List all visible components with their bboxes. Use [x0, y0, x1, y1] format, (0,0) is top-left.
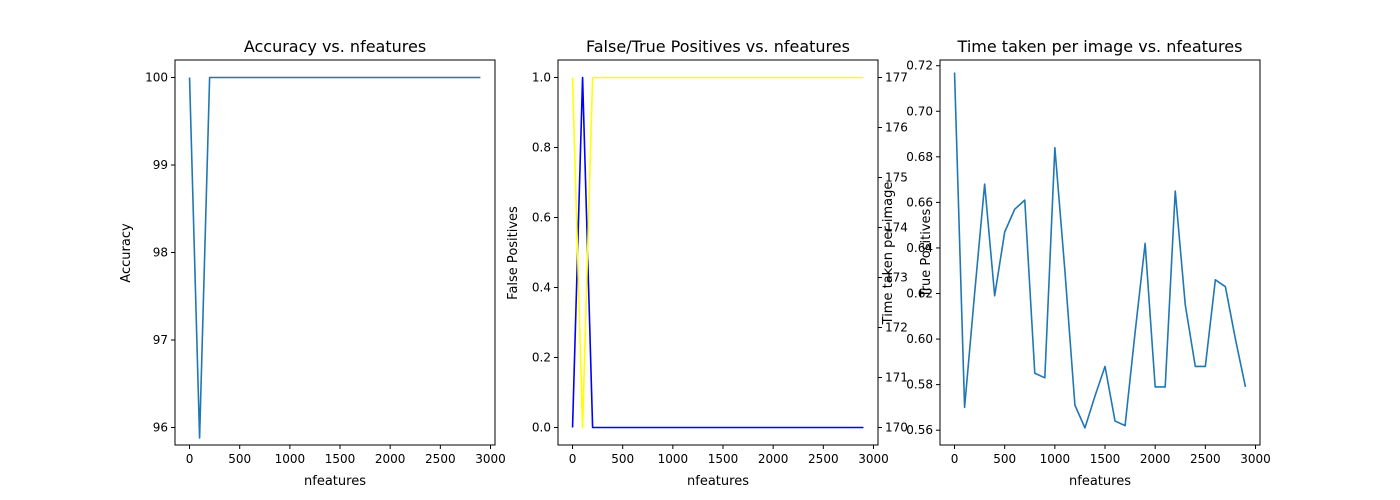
positives-chart-title: False/True Positives vs. nfeatures — [586, 37, 850, 56]
accuracy-axes-frame — [174, 59, 496, 446]
time-y-tick-label: 0.64 — [906, 241, 933, 255]
accuracy-y-tick-label: 96 — [153, 421, 168, 435]
time-axis-label-overlap: Time taken per image — [881, 182, 896, 326]
time-y-tick-label: 0.60 — [906, 332, 933, 346]
time-x-tick-label: 500 — [993, 452, 1016, 466]
time-x-tick-label: 0 — [951, 452, 959, 466]
time-x-tick-label: 1000 — [1040, 452, 1071, 466]
positives-series-0-line — [571, 76, 864, 429]
positives-x-tick-label: 2000 — [758, 452, 789, 466]
time-y-tick-label: 0.70 — [906, 104, 933, 118]
time-plot-layer: 0 500 1000 1500 2000 2500 3000 0.56 0.58 0.60 0.62… — [906, 59, 1270, 466]
time-x-tick-label: 1500 — [1090, 452, 1121, 466]
time-y-tick-label: 0.56 — [906, 423, 933, 437]
positives-y-tick-label: 0.6 — [532, 211, 551, 225]
positives-x-tick-label: 1000 — [658, 452, 689, 466]
accuracy-x-axis-label: nfeatures — [304, 474, 366, 489]
accuracy-x-tick-label: 0 — [186, 452, 194, 466]
time-series-0-line — [953, 72, 1247, 429]
positives-left-y-axis-label: False Positives — [506, 206, 521, 300]
time-x-tick-label: 2000 — [1140, 452, 1171, 466]
time-y-tick-label: 0.62 — [906, 287, 933, 301]
accuracy-x-tick-label: 2000 — [375, 452, 406, 466]
accuracy-y-tick-label: 99 — [153, 158, 168, 172]
positives-right-y-tick-label: 175 — [885, 171, 908, 185]
time-y-tick-label: 0.66 — [906, 195, 933, 209]
positives-x-tick-label: 500 — [611, 452, 634, 466]
positives-right-y-tick-label: 172 — [885, 321, 908, 335]
positives-x-tick-label: 2500 — [808, 452, 839, 466]
positives-axes-frame — [557, 59, 879, 446]
positives-x-tick-label: 3000 — [858, 452, 889, 466]
positives-y-tick-label: 0.0 — [532, 421, 551, 435]
positives-x-tick-label: 0 — [569, 452, 577, 466]
positives-right-y-tick-label: 177 — [885, 71, 908, 85]
time-y-tick-label: 0.68 — [906, 150, 933, 164]
accuracy-y-axis-label: Accuracy — [119, 223, 134, 283]
positives-y-tick-label: 0.4 — [532, 281, 551, 295]
time-chart-title: Time taken per image vs. nfeatures — [957, 37, 1243, 56]
accuracy-x-tick-label: 1500 — [325, 452, 356, 466]
time-x-tick-label: 2500 — [1190, 452, 1221, 466]
accuracy-y-tick-label: 97 — [153, 333, 168, 347]
time-x-tick-label: 3000 — [1240, 452, 1271, 466]
accuracy-y-tick-label: 98 — [153, 246, 168, 260]
positives-y-tick-label: 0.2 — [532, 351, 551, 365]
positives-right-y-tick-label: 176 — [885, 121, 908, 135]
positives-x-tick-label: 1500 — [708, 452, 739, 466]
positives-plot-layer: 0 500 1000 1500 2000 2500 3000 0.0 0.2 0.4 0.6 0.8 1… — [532, 71, 908, 467]
positives-y-tick-label: 0.8 — [532, 141, 551, 155]
time-y-tick-label: 0.72 — [906, 59, 933, 73]
time-x-axis-label: nfeatures — [1069, 474, 1131, 489]
accuracy-series-0-line — [188, 76, 481, 439]
accuracy-x-tick-label: 500 — [228, 452, 251, 466]
positives-x-axis-label: nfeatures — [687, 474, 749, 489]
accuracy-plot-layer: 0 500 1000 1500 2000 2500 3000 96 97 98 99 100 — [145, 71, 506, 467]
positives-series-1-line — [571, 76, 864, 429]
positives-right-y-tick-label: 173 — [885, 271, 908, 285]
accuracy-chart-title: Accuracy vs. nfeatures — [244, 37, 426, 56]
accuracy-y-tick-label: 100 — [145, 71, 168, 85]
accuracy-x-tick-label: 1000 — [275, 452, 306, 466]
positives-panel: False/True Positives vs. nfeatures nfeat… — [506, 37, 934, 489]
accuracy-x-tick-label: 3000 — [475, 452, 506, 466]
accuracy-panel: Accuracy vs. nfeatures nfeatures Accurac… — [119, 37, 506, 489]
time-axes-frame — [939, 59, 1261, 446]
accuracy-x-tick-label: 2500 — [425, 452, 456, 466]
positives-right-y-axis-label: True Positives — [919, 208, 934, 298]
positives-y-tick-label: 1.0 — [532, 71, 551, 85]
time-y-tick-label: 0.58 — [906, 378, 933, 392]
positives-right-y-tick-label: 170 — [885, 421, 908, 435]
positives-right-y-tick-label: 174 — [885, 221, 908, 235]
positives-right-y-tick-label: 171 — [885, 371, 908, 385]
time-panel: Time taken per image vs. nfeatures nfeat… — [906, 37, 1270, 489]
